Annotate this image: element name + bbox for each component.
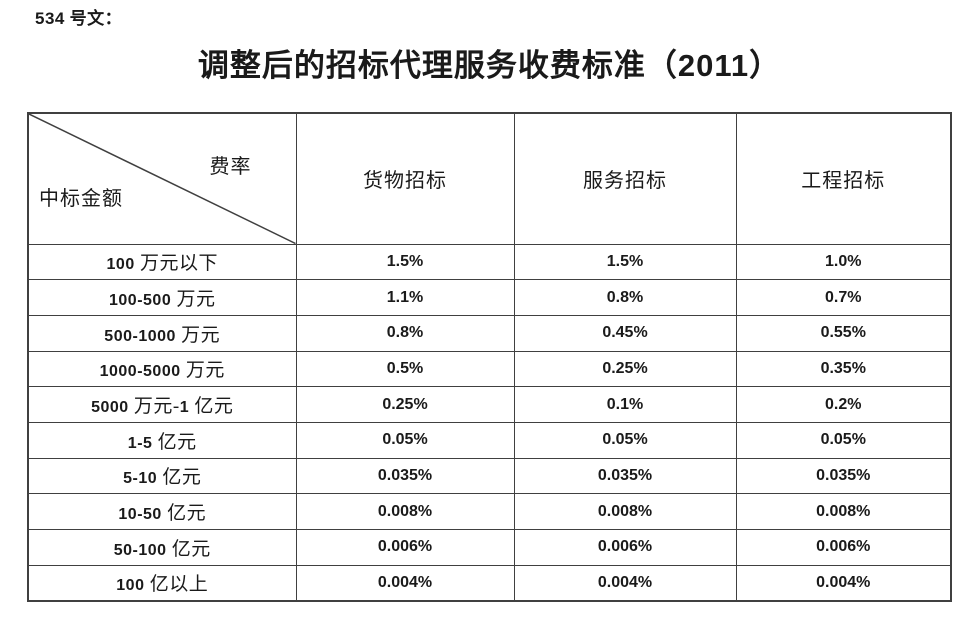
service-rate-cell: 0.1% <box>513 386 737 423</box>
engineering-rate-cell: 0.55% <box>735 314 952 352</box>
service-rate-cell: 0.45% <box>513 314 737 352</box>
goods-rate-cell: 0.25% <box>295 386 515 423</box>
amount-cell: 100 万元以下 <box>27 243 297 281</box>
amount-cell: 500-1000 万元 <box>27 314 297 352</box>
corner-label-amount: 中标金额 <box>39 187 123 210</box>
goods-rate-cell: 0.05% <box>295 421 515 459</box>
table-row: 5000 万元-1 亿元 0.25% 0.1% 0.2% <box>27 386 952 423</box>
amount-cell: 10-50 亿元 <box>27 493 297 530</box>
service-rate-cell: 0.035% <box>513 457 737 495</box>
corner-label-rate: 费率 <box>209 156 252 178</box>
table-row: 500-1000 万元 0.8% 0.45% 0.55% <box>27 314 952 352</box>
engineering-rate-cell: 0.05% <box>735 421 952 459</box>
engineering-rate-cell: 0.035% <box>735 457 952 495</box>
column-header-engineering: 工程招标 <box>735 112 952 245</box>
amount-cell: 100 亿以上 <box>27 564 297 602</box>
service-rate-cell: 0.05% <box>513 421 737 459</box>
service-rate-cell: 0.006% <box>513 529 737 566</box>
table-row: 100-500 万元 1.1% 0.8% 0.7% <box>27 279 952 316</box>
goods-rate-cell: 0.035% <box>295 457 515 495</box>
goods-rate-cell: 1.5% <box>295 243 515 281</box>
service-rate-cell: 0.004% <box>513 564 737 602</box>
diagonal-divider <box>29 114 296 244</box>
engineering-rate-cell: 0.35% <box>735 350 952 388</box>
goods-rate-cell: 0.004% <box>295 564 515 602</box>
table-row: 50-100 亿元 0.006% 0.006% 0.006% <box>27 529 952 566</box>
amount-cell: 1000-5000 万元 <box>27 350 297 388</box>
engineering-rate-cell: 0.2% <box>735 386 952 423</box>
service-rate-cell: 1.5% <box>513 243 737 281</box>
service-rate-cell: 0.008% <box>513 493 737 530</box>
service-rate-cell: 0.8% <box>513 279 737 316</box>
table-header-row: 费率 中标金额 货物招标 服务招标 工程招标 <box>27 112 952 245</box>
table-row: 1000-5000 万元 0.5% 0.25% 0.35% <box>27 350 952 388</box>
amount-cell: 5-10 亿元 <box>27 457 297 495</box>
column-header-service: 服务招标 <box>513 112 737 245</box>
goods-rate-cell: 0.008% <box>295 493 515 530</box>
engineering-rate-cell: 1.0% <box>735 243 952 281</box>
corner-header-cell: 费率 中标金额 <box>27 112 297 245</box>
goods-rate-cell: 1.1% <box>295 279 515 316</box>
table-row: 1-5 亿元 0.05% 0.05% 0.05% <box>27 421 952 459</box>
engineering-rate-cell: 0.004% <box>735 564 952 602</box>
goods-rate-cell: 0.8% <box>295 314 515 352</box>
table-row: 100 亿以上 0.004% 0.004% 0.004% <box>27 564 952 602</box>
engineering-rate-cell: 0.008% <box>735 493 952 530</box>
fee-rate-table: 费率 中标金额 货物招标 服务招标 工程招标 100 万元以下 1.5% 1.5… <box>27 112 952 602</box>
engineering-rate-cell: 0.7% <box>735 279 952 316</box>
service-rate-cell: 0.25% <box>513 350 737 388</box>
goods-rate-cell: 0.006% <box>295 529 515 566</box>
column-header-goods: 货物招标 <box>295 112 515 245</box>
amount-cell: 1-5 亿元 <box>27 421 297 459</box>
amount-cell: 100-500 万元 <box>27 279 297 316</box>
goods-rate-cell: 0.5% <box>295 350 515 388</box>
amount-cell: 50-100 亿元 <box>27 529 297 566</box>
table-row: 10-50 亿元 0.008% 0.008% 0.008% <box>27 493 952 530</box>
table-row: 5-10 亿元 0.035% 0.035% 0.035% <box>27 457 952 495</box>
ref-label: 534 号文： <box>35 9 123 28</box>
amount-cell: 5000 万元-1 亿元 <box>27 386 297 423</box>
engineering-rate-cell: 0.006% <box>735 529 952 566</box>
page-title: 调整后的招标代理服务收费标准（2011） <box>197 48 782 83</box>
table-row: 100 万元以下 1.5% 1.5% 1.0% <box>27 243 952 281</box>
